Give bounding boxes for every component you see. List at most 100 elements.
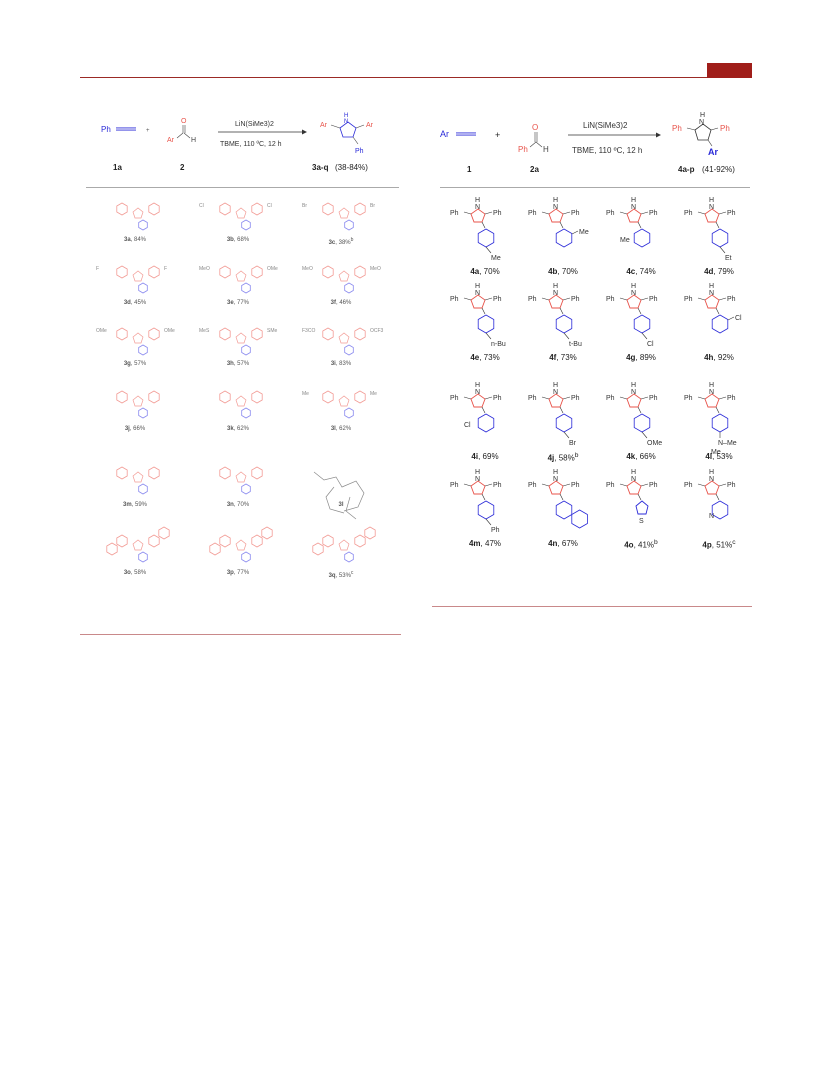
pyrrole-nh-label: H — [631, 469, 636, 476]
left-scheme-divider — [86, 187, 399, 188]
page-number-tab — [707, 63, 752, 78]
aryl-ring-right — [148, 534, 160, 548]
ph-right-label: Ph — [649, 210, 658, 217]
fused-ring-left — [106, 542, 118, 556]
substituent-label-left: MeO — [199, 266, 210, 272]
aryl-ring — [555, 500, 573, 520]
right-scheme-divider — [440, 187, 750, 188]
aryl-ring-right — [354, 265, 366, 279]
substituent-label-left: OMe — [96, 328, 107, 334]
product-yield: (38-84%) — [335, 163, 368, 172]
aryl-ring-right — [148, 390, 160, 404]
caption-4l: 4l, 53% — [705, 452, 733, 461]
compound-structure-3c-2: Br Br — [302, 202, 375, 231]
substituent-label: Cl — [464, 422, 471, 429]
substituent-label-left: F — [96, 266, 99, 272]
phenyl-ring — [344, 551, 354, 563]
caption-4p: 4p, 51%c — [702, 539, 736, 550]
product-ph: Ph — [355, 148, 364, 155]
pyrrole-nh-label: H — [553, 283, 558, 290]
pyrrole-n-label: N — [631, 204, 636, 211]
compound-structure-4d: HN Ph Ph Et — [684, 197, 736, 262]
caption-4g: 4g, 89% — [626, 353, 656, 362]
ph-right-label: Ph — [493, 296, 502, 303]
aryl-ring-right — [354, 327, 366, 341]
reactant1-label: 1a — [113, 163, 122, 172]
compound-structure-3m-12 — [116, 466, 160, 495]
ph-right-label: Ph — [571, 210, 580, 217]
fused-ring-left — [209, 542, 221, 556]
aryl-ring — [711, 413, 729, 433]
reactant2-h: H — [191, 137, 196, 144]
compound-structure-3l-11: Me Me — [302, 390, 377, 419]
pyrrole-nh-label: H — [475, 283, 480, 290]
caption-3l: 3l, 62% — [330, 426, 352, 432]
phenyl-ring — [344, 282, 354, 294]
compound-structure-4o: HN Ph Ph S — [606, 469, 658, 525]
right-scheme: Ar + Ph O H LiN(SiMe3)2 TBME, 110 ºC, 12… — [432, 100, 752, 190]
substituent-label-left: Cl — [199, 203, 204, 209]
product-label: 3a-q — [312, 163, 329, 172]
pyrrole-n-label: N — [475, 476, 480, 483]
caption-3e: 3e, 77% — [226, 300, 250, 306]
conditions-text: TBME, 110 ºC, 12 h — [220, 141, 282, 148]
aryl-ring-left — [116, 466, 128, 480]
substituent-label-right: OMe — [267, 266, 278, 272]
ph-right-label: Ph — [727, 395, 736, 402]
pyridine-ring — [711, 500, 729, 520]
reactant2-ph: Ph — [518, 145, 528, 154]
ph-left-label: Ph — [528, 395, 537, 402]
pyrrole-nh-label: H — [631, 283, 636, 290]
pyrrole-nh-label: H — [709, 283, 714, 290]
caption-4d: 4d, 79% — [704, 267, 734, 276]
pyrrole-nh-label: H — [709, 197, 714, 204]
aryl-ring — [477, 228, 495, 248]
substituent-label: n-Bu — [491, 341, 506, 348]
phenyl-ring — [241, 282, 251, 294]
ph-left-label: Ph — [528, 296, 537, 303]
pyrrole-n-label: N — [475, 204, 480, 211]
compound-structure-4c: HN Ph Ph Me — [606, 197, 658, 248]
substituent-label-right: Cl — [267, 203, 272, 209]
pyridine-n-label: N — [709, 513, 714, 520]
right-scheme-graphic: Ar + Ph O H LiN(SiMe3)2 TBME, 110 ºC, 12… — [440, 112, 735, 174]
phenyl-ring — [138, 282, 148, 294]
pyrrole-n-label: N — [475, 389, 480, 396]
ph-right-label: Ph — [493, 395, 502, 402]
aryl-ring-left — [116, 202, 128, 216]
reactant2-ar: Ar — [167, 137, 175, 144]
caption-4j: 4j, 58%b — [547, 452, 579, 463]
aryl-ring-right — [251, 265, 263, 279]
product-nh-right: H — [700, 112, 705, 119]
phenyl-ring — [241, 551, 251, 563]
ph-right-label: Ph — [571, 296, 580, 303]
pyrrole-nh-label: H — [553, 469, 558, 476]
aryl-ring-left — [219, 202, 231, 216]
substituent-label-right: OCF3 — [370, 328, 384, 334]
right-scheme-bottom-rule — [432, 606, 752, 607]
caption-4a: 4a, 70% — [470, 267, 500, 276]
compound-structure-4m: HN Ph Ph Ph — [450, 469, 502, 534]
pyrrole-n-label: N — [631, 389, 636, 396]
pyrrole-n-label: N — [709, 204, 714, 211]
aryl-ring-right — [251, 534, 263, 548]
substituent-label: Br — [569, 440, 577, 447]
aryl-ring — [633, 413, 651, 433]
reactant2-o-right: O — [532, 123, 538, 132]
product-ph-left: Ph — [672, 124, 682, 133]
pyrrole-nh-label: H — [475, 469, 480, 476]
aryl-ring — [711, 228, 729, 248]
aryl-ring-right — [251, 202, 263, 216]
substituent-label: Cl — [735, 315, 742, 322]
right-compound-grid: H N Ph Ph Me H N Ph Ph Me H N Ph Ph Me H N Ph Ph Et H N Ph Ph n-… — [440, 190, 752, 560]
ph-left-label: Ph — [606, 296, 615, 303]
reactant2-label: 2 — [180, 163, 185, 172]
phenyl-ring — [138, 551, 148, 563]
aryl-ring-left — [322, 534, 334, 548]
fused-ring-right — [158, 526, 170, 540]
compound-structure-4l: HN Ph Ph N–Me Me — [684, 382, 737, 456]
aryl-ring-left — [219, 390, 231, 404]
substituent-label-right: Me — [370, 391, 377, 397]
